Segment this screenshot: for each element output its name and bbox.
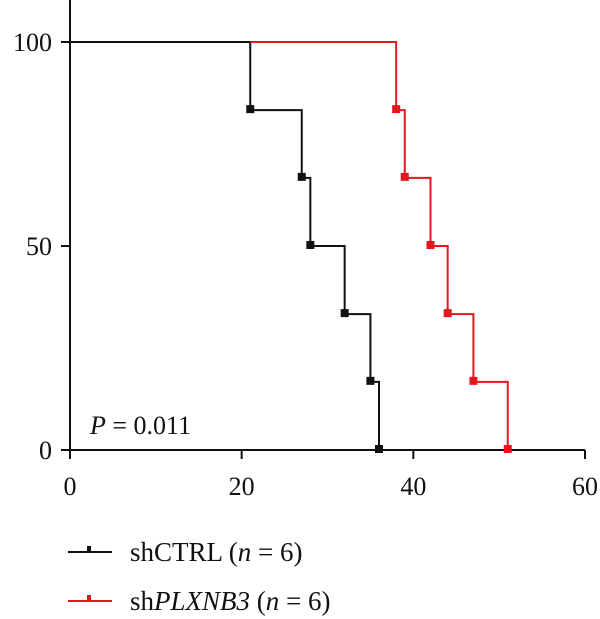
x-tick-label: 60 xyxy=(572,472,598,501)
legend-shplxnb3-suffix: = 6) xyxy=(279,586,330,616)
series-marker-1 xyxy=(426,241,435,249)
legend-shplxnb3-n: n xyxy=(266,586,280,616)
legend-shctrl-suffix: = 6) xyxy=(251,537,302,567)
legend-shplxnb3-mid: ( xyxy=(250,586,266,616)
x-tick-label: 40 xyxy=(400,472,426,501)
series-marker-0 xyxy=(246,105,255,114)
legend-shplxnb3-gene: PLXNB3 xyxy=(153,586,250,616)
series-marker-0 xyxy=(297,172,306,181)
legend-item-shctrl: shCTRL (n = 6) xyxy=(68,537,302,567)
y-tick-label: 50 xyxy=(26,232,52,261)
series-marker-1 xyxy=(503,445,512,453)
y-tick-label: 100 xyxy=(13,28,52,57)
legend-item-shplxnb3: shPLXNB3 (n = 6) xyxy=(68,586,331,616)
x-tick-label: 20 xyxy=(229,472,255,501)
legend-label-shplxnb3: shPLXNB3 (n = 6) xyxy=(130,586,331,616)
legend-label-shctrl: shCTRL (n = 6) xyxy=(130,537,302,567)
axes: 0 20 40 60 0 50 100 xyxy=(13,0,598,501)
x-tick-label: 0 xyxy=(64,472,77,501)
p-value-text: = 0.011 xyxy=(106,411,191,440)
legend-shplxnb3-prefix: sh xyxy=(130,586,155,616)
legend-marker-shctrl xyxy=(87,546,91,552)
series-marker-1 xyxy=(443,309,452,318)
y-tick-label: 0 xyxy=(39,436,52,465)
legend-shctrl-prefix: shCTRL ( xyxy=(130,537,238,567)
series-marker-1 xyxy=(469,376,478,385)
series-marker-1 xyxy=(400,172,409,181)
series-marker-0 xyxy=(340,309,349,318)
series-marker-0 xyxy=(306,241,315,249)
series-marker-1 xyxy=(392,105,401,114)
series-marker-0 xyxy=(366,376,375,385)
p-value-symbol: P xyxy=(89,411,106,440)
series-line-0 xyxy=(70,41,380,450)
series-marker-0 xyxy=(375,445,383,453)
legend: shCTRL (n = 6) shPLXNB3 (n = 6) xyxy=(68,537,331,616)
p-value-annotation: P = 0.011 xyxy=(89,411,191,440)
series-layer xyxy=(70,41,512,453)
legend-marker-shplxnb3 xyxy=(87,595,91,601)
legend-shctrl-n: n xyxy=(238,537,252,567)
